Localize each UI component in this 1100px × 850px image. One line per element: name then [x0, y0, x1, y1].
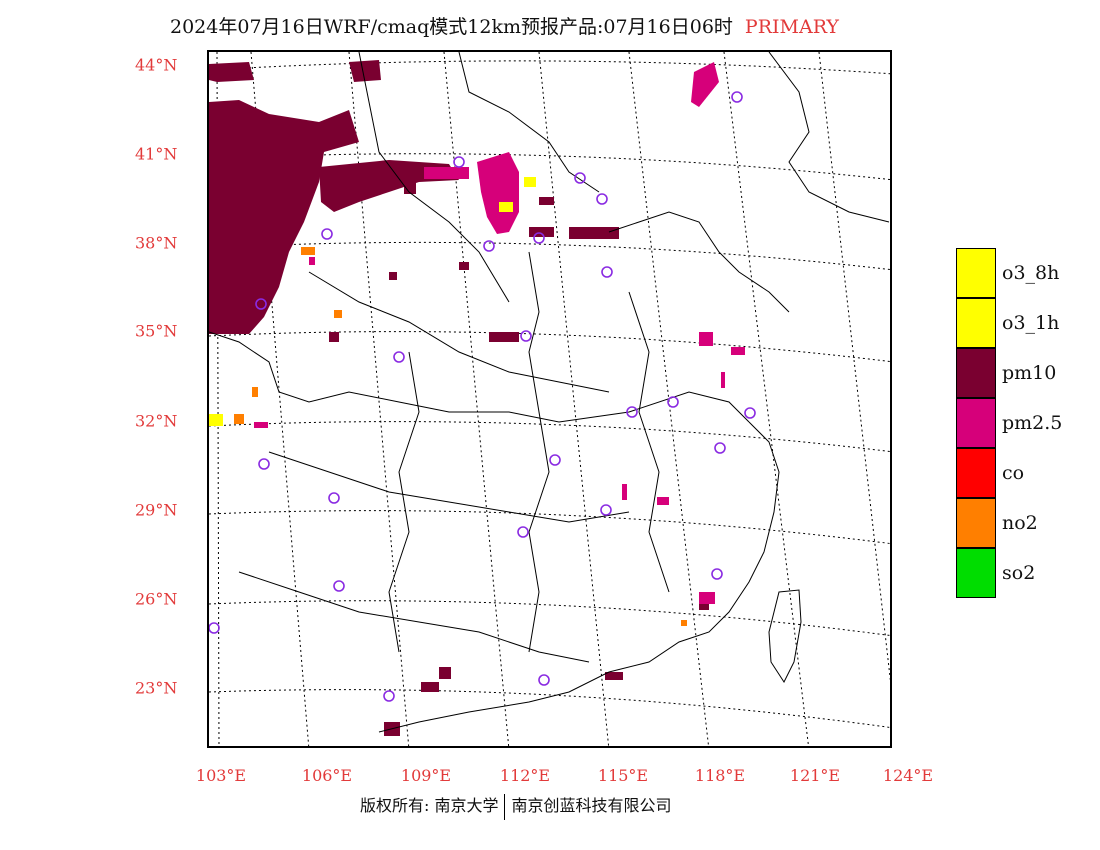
legend-swatch	[956, 398, 996, 448]
no2-region	[234, 247, 687, 626]
lat-label-26: 26°N	[135, 589, 178, 609]
title-tag: PRIMARY	[744, 16, 839, 38]
legend-swatch	[956, 298, 996, 348]
map-canvas	[209, 52, 890, 746]
stations	[209, 91, 756, 702]
title-text: 2024年07月16日WRF/cmaq模式12km预报产品:07月16日06时	[170, 16, 733, 38]
legend-label: no2	[1002, 512, 1038, 534]
legend-swatch	[956, 548, 996, 598]
legend-label: o3_8h	[1002, 262, 1060, 284]
lon-label-118: 118°E	[694, 766, 746, 785]
lon-label-106: 106°E	[301, 766, 353, 785]
pollution-map	[207, 50, 892, 748]
lat-label-23: 23°N	[135, 678, 178, 698]
boundaries	[209, 52, 890, 733]
legend-swatch	[956, 248, 996, 298]
copyright-footer: 版权所有: 南京大学 南京创蓝科技有限公司	[360, 792, 672, 820]
lat-label-41: 41°N	[135, 144, 178, 164]
legend-label: so2	[1002, 562, 1036, 584]
lat-label-44: 44°N	[135, 55, 178, 75]
pm25-region	[254, 62, 745, 604]
legend-label: o3_1h	[1002, 312, 1060, 334]
lat-label-38: 38°N	[135, 233, 178, 253]
legend-label: pm10	[1002, 362, 1057, 384]
o3-region	[209, 177, 536, 426]
lat-label-32: 32°N	[135, 411, 178, 431]
lon-label-103: 103°E	[195, 766, 247, 785]
copyright-right: 南京创蓝科技有限公司	[511, 796, 672, 815]
lon-label-109: 109°E	[400, 766, 452, 785]
lat-label-35: 35°N	[135, 321, 178, 341]
legend-swatch	[956, 348, 996, 398]
legend-swatch	[956, 498, 996, 548]
legend-label: co	[1002, 462, 1025, 484]
lon-label-115: 115°E	[597, 766, 649, 785]
footer-divider	[504, 793, 506, 820]
lon-label-112: 112°E	[499, 766, 551, 785]
legend-label: pm2.5	[1002, 412, 1063, 434]
legend-swatch	[956, 448, 996, 498]
map-title: 2024年07月16日WRF/cmaq模式12km预报产品:07月16日06时 P…	[170, 12, 1000, 42]
lon-label-121: 121°E	[789, 766, 841, 785]
lat-label-29: 29°N	[135, 500, 178, 520]
copyright-left: 版权所有: 南京大学	[360, 796, 499, 815]
pm10-region	[209, 60, 709, 736]
lon-label-124: 124°E	[882, 766, 934, 785]
